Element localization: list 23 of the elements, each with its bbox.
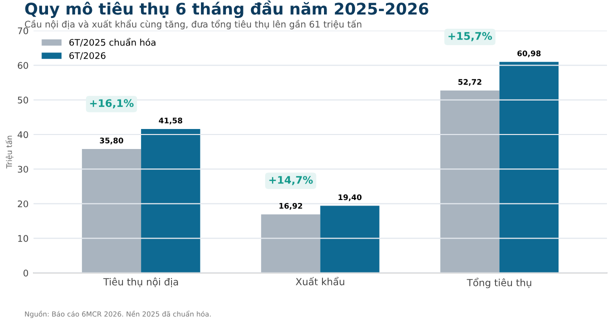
bar: [82, 149, 142, 273]
x-tick-label: Xuất khẩu: [296, 276, 344, 286]
annotation: +14,7%: [269, 176, 313, 186]
bar: [320, 206, 380, 273]
y-tick-label: 60: [18, 62, 28, 69]
y-tick-label: 0: [24, 270, 28, 276]
annotation: +15,7%: [448, 32, 492, 42]
y-tick-label: 70: [18, 27, 28, 34]
y-tick-label: 20: [18, 200, 28, 208]
y-tick-label: 10: [18, 235, 28, 242]
y-tick-label: 30: [18, 166, 28, 173]
x-tick-label: Tổng tiêu thụ: [466, 278, 532, 288]
bar: [141, 129, 200, 273]
x-tick-label: Tiêu thụ nội địa: [103, 278, 178, 288]
bar: [261, 214, 320, 273]
chart-title: Quy mô tiêu thụ 6 tháng đầu năm 2025-2026: [25, 0, 428, 18]
bar: [440, 90, 500, 273]
bar: [499, 62, 559, 273]
legend-label: 6T/2026: [69, 52, 106, 60]
legend-label: 6T/2025 chuẩn hóa: [69, 38, 156, 47]
y-tick-label: 50: [18, 96, 28, 104]
annotation: +16,1%: [90, 99, 134, 108]
y-tick-label: 40: [18, 131, 28, 138]
